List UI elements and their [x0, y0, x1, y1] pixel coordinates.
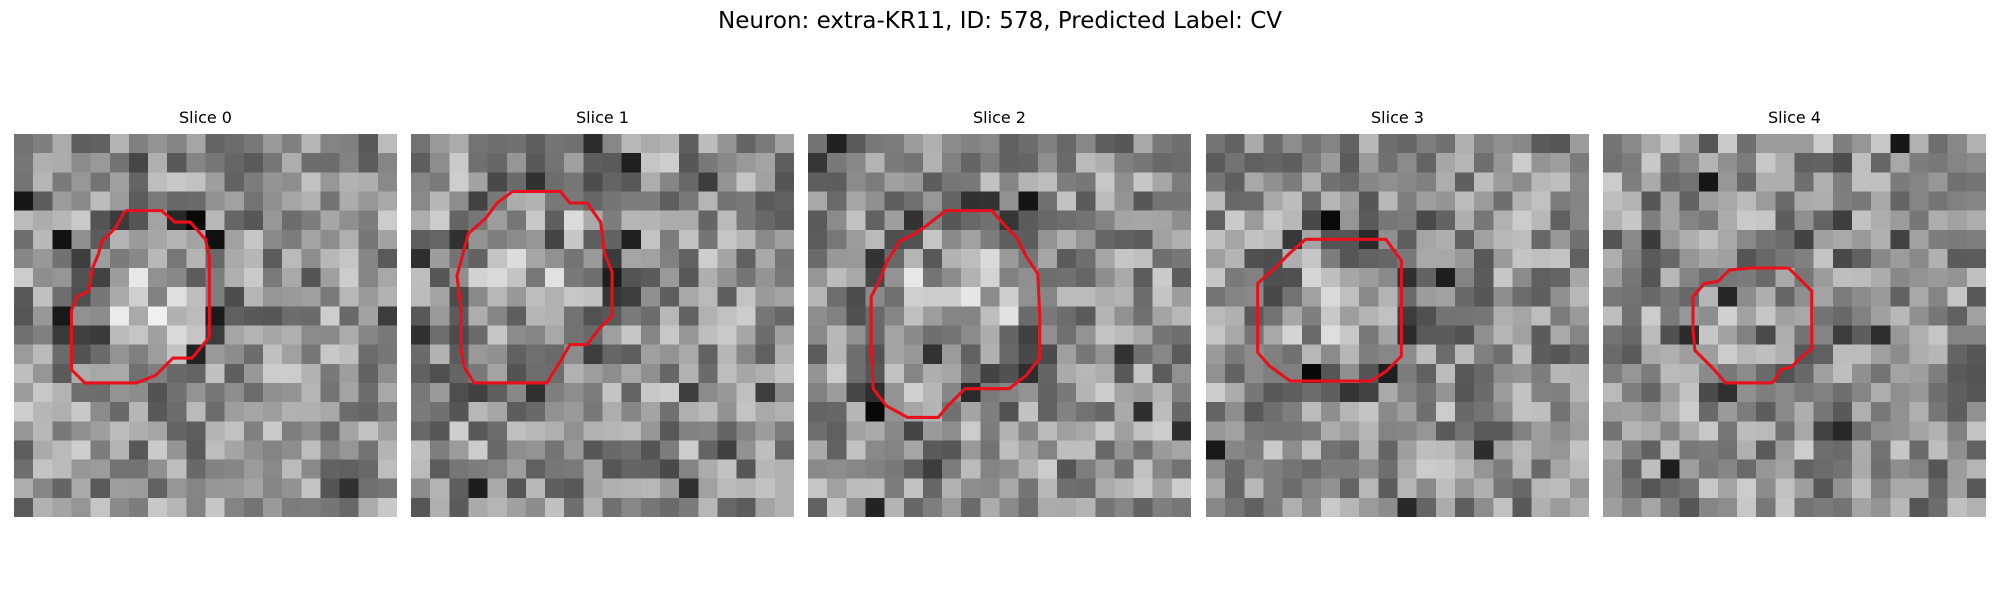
contour-outline-2	[869, 209, 1042, 419]
contour-outline-0	[69, 209, 211, 385]
contour-outline-4	[1691, 266, 1814, 385]
slice-image-0	[14, 134, 397, 517]
slice-title-4: Slice 4	[1768, 108, 1821, 127]
figure-title: Neuron: extra-KR11, ID: 578, Predicted L…	[717, 8, 1283, 34]
slice-title-2: Slice 2	[973, 108, 1026, 127]
contour-outline-1	[455, 189, 614, 385]
slice-image-4	[1603, 134, 1986, 517]
slice-image-3	[1206, 134, 1589, 517]
slice-title-3: Slice 3	[1371, 108, 1424, 127]
slice-title-1: Slice 1	[576, 108, 629, 127]
contour-outline-3	[1256, 237, 1403, 383]
slice-title-0: Slice 0	[179, 108, 232, 127]
slice-image-2	[808, 134, 1191, 517]
slice-image-1	[411, 134, 794, 517]
